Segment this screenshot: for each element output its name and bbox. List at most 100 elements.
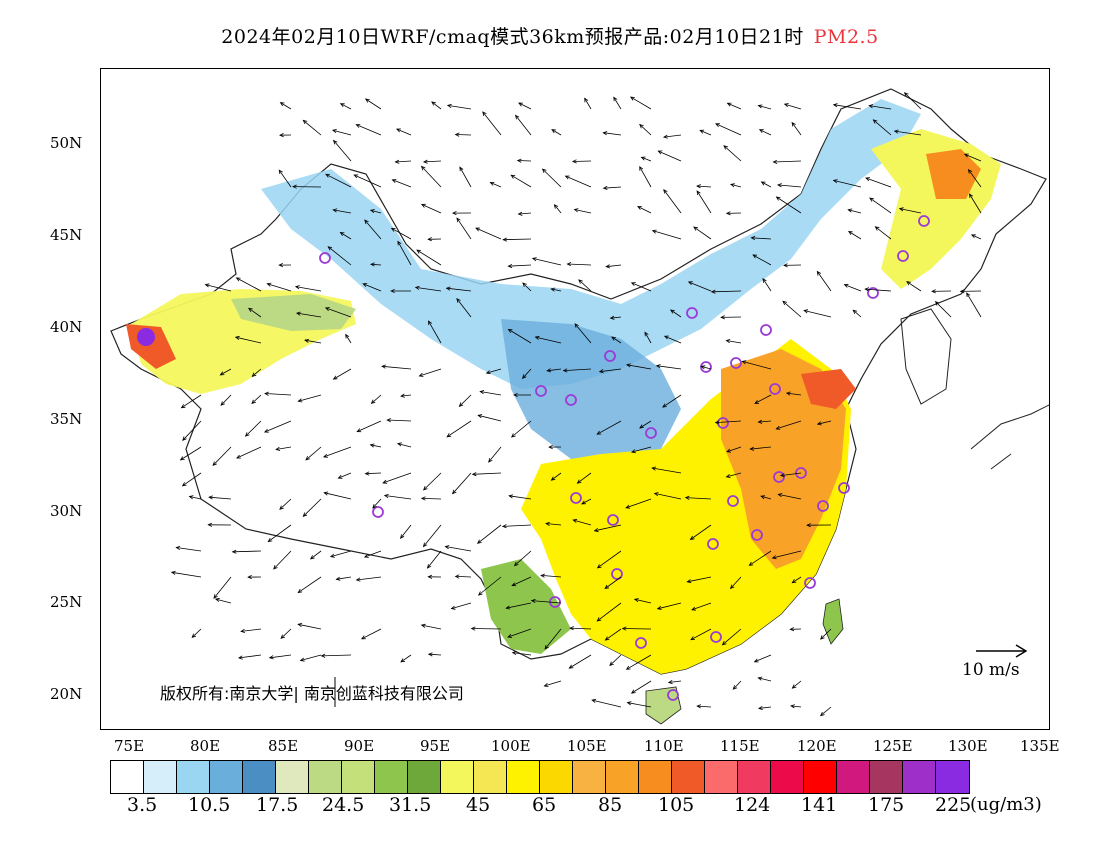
wind-vector bbox=[321, 654, 352, 657]
wind-vector-head bbox=[777, 493, 783, 498]
wind-vector bbox=[303, 120, 322, 136]
wind-vector bbox=[969, 193, 982, 214]
legend-label: 225 bbox=[935, 794, 972, 816]
wind-vector bbox=[750, 446, 772, 450]
wind-vector-head bbox=[488, 458, 493, 463]
map-title: 2024年02月10日WRF/cmaq模式36km预报产品:02月10日21时 P… bbox=[0, 22, 1100, 49]
wind-vector-head bbox=[278, 169, 283, 175]
wind-vector bbox=[693, 226, 712, 240]
wind-vector-head bbox=[266, 282, 272, 287]
legend-swatch bbox=[738, 761, 771, 793]
wind-vector bbox=[305, 446, 322, 461]
wind-vector-head bbox=[219, 371, 225, 376]
hotspot-purple bbox=[137, 328, 155, 346]
lon-label-110: 110E bbox=[644, 737, 684, 755]
legend-swatch bbox=[639, 761, 672, 793]
wind-vector bbox=[875, 226, 892, 240]
lon-label-125: 125E bbox=[873, 737, 913, 755]
wind-vector-head bbox=[295, 311, 301, 316]
wind-vector-head bbox=[268, 655, 274, 660]
wind-vector-head bbox=[760, 181, 766, 186]
wind-vector bbox=[637, 206, 652, 214]
wind-vector-head bbox=[446, 103, 452, 109]
wind-vector bbox=[820, 628, 832, 640]
wind-vector bbox=[189, 496, 202, 500]
wind-vector bbox=[711, 290, 742, 293]
wind-vector bbox=[758, 105, 772, 110]
wind-vector bbox=[603, 186, 622, 189]
wind-vector-head bbox=[420, 203, 426, 208]
wind-vector bbox=[333, 140, 352, 162]
wind-vector-head bbox=[832, 179, 838, 184]
wind-vector-head bbox=[422, 542, 428, 548]
wind-vector bbox=[332, 129, 352, 136]
wind-vector bbox=[191, 628, 202, 638]
wind-vector-head bbox=[456, 297, 461, 303]
wind-vector bbox=[752, 254, 772, 266]
wind-vector bbox=[687, 576, 712, 583]
wind-vector bbox=[742, 361, 772, 370]
wind-vector-head bbox=[299, 657, 305, 662]
wind-vector-head bbox=[869, 197, 874, 202]
wind-vector-head bbox=[584, 97, 589, 103]
wind-vector bbox=[212, 446, 232, 466]
wind-vector bbox=[506, 602, 532, 609]
wind-vector-head bbox=[581, 500, 586, 505]
city-marker bbox=[730, 357, 742, 369]
wind-vector-head bbox=[355, 124, 361, 128]
wind-vector bbox=[340, 232, 352, 240]
wind-vector-head bbox=[593, 527, 599, 533]
wind-vector bbox=[599, 368, 622, 373]
wind-vector-head bbox=[613, 96, 618, 102]
region-north-blue bbox=[261, 99, 921, 389]
wind-vector bbox=[792, 680, 802, 689]
wind-vector-head bbox=[179, 456, 185, 461]
wind-vector-head bbox=[522, 282, 527, 287]
wind-vector-head bbox=[906, 281, 911, 286]
wind-vector-head bbox=[573, 208, 579, 213]
wind-vector-head bbox=[517, 211, 523, 216]
wind-vector-head bbox=[420, 623, 426, 628]
wind-vector bbox=[445, 546, 472, 552]
wind-vector-head bbox=[391, 179, 397, 183]
lat-label-35: 35N bbox=[50, 410, 83, 428]
wind-vector-head bbox=[511, 650, 517, 656]
wind-vector bbox=[594, 524, 622, 532]
wind-vector-head bbox=[791, 121, 796, 127]
wind-vector-head bbox=[626, 701, 632, 706]
wind-vector bbox=[715, 420, 742, 423]
wind-vector bbox=[455, 576, 472, 578]
wind-vector-head bbox=[602, 185, 608, 190]
wind-vector-head bbox=[369, 209, 375, 214]
wind-vector-head bbox=[868, 104, 874, 109]
lon-label-135: 135E bbox=[1020, 737, 1060, 755]
lon-label-75: 75E bbox=[114, 737, 145, 755]
wind-scale-arrow bbox=[976, 644, 1028, 658]
wind-vector-head bbox=[611, 336, 616, 341]
wind-vector-head bbox=[170, 570, 176, 575]
wind-vector-head bbox=[364, 219, 369, 225]
wind-vector-head bbox=[516, 158, 522, 163]
wind-vector bbox=[503, 238, 532, 241]
wind-vector bbox=[303, 498, 322, 517]
wind-vector bbox=[384, 495, 412, 500]
wind-vector bbox=[395, 160, 412, 163]
wind-vector bbox=[551, 288, 562, 292]
wind-vector bbox=[269, 654, 292, 659]
wind-vector bbox=[252, 368, 262, 377]
wind-vector-head bbox=[356, 428, 362, 433]
wind-vector bbox=[852, 309, 862, 318]
wind-vector bbox=[833, 180, 862, 188]
lat-label-40: 40N bbox=[50, 318, 83, 336]
wind-vector-head bbox=[279, 133, 284, 138]
city-marker bbox=[795, 467, 807, 479]
wind-vector-head bbox=[362, 283, 368, 287]
wind-vector bbox=[804, 310, 832, 318]
wind-vector-head bbox=[292, 184, 297, 189]
legend-swatch bbox=[474, 761, 507, 793]
wind-vector bbox=[180, 446, 202, 461]
wind-vector bbox=[663, 189, 682, 214]
wind-vector-head bbox=[630, 449, 636, 454]
wind-vector-head bbox=[386, 418, 392, 423]
wind-vector-head bbox=[609, 315, 615, 320]
